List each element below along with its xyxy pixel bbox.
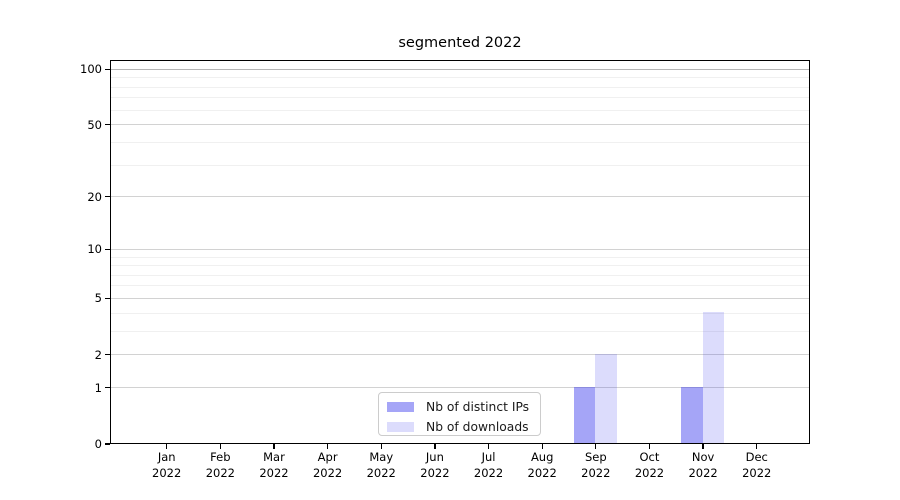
- legend-swatch-distinct-ips: [387, 401, 414, 413]
- bar-sep-downloads: [595, 353, 617, 443]
- x-tick-label-jul: Jul 2022: [457, 450, 521, 481]
- x-tick-aug: [541, 443, 543, 449]
- y-tick-label-50: 50: [87, 117, 102, 132]
- x-tick-oct: [648, 443, 651, 449]
- x-tick-month: Jul: [481, 450, 496, 464]
- x-tick-feb: [219, 443, 221, 449]
- y-tick-label-100: 100: [80, 62, 102, 77]
- gridline-y-2: [111, 354, 809, 356]
- x-tick-month: Dec: [745, 450, 768, 464]
- x-tick-month: Feb: [210, 450, 231, 464]
- x-tick-jul: [487, 443, 490, 449]
- x-tick-nov: [702, 443, 704, 449]
- y-tick-label-20: 20: [87, 189, 102, 204]
- x-tick-label-aug: Aug 2022: [510, 450, 574, 481]
- x-tick-dec: [756, 443, 758, 449]
- y-tick-2: [104, 354, 110, 356]
- gridline-y-20: [111, 196, 809, 198]
- y-tick-label-10: 10: [87, 242, 102, 257]
- x-tick-year: 2022: [581, 465, 611, 480]
- x-tick-label-apr: Apr 2022: [296, 450, 360, 481]
- bar-sep-distinct-ips: [573, 386, 596, 443]
- x-tick-label-dec: Dec 2022: [725, 450, 789, 481]
- y-tick-0: [104, 443, 110, 445]
- gridline-y-minor-9: [111, 256, 809, 258]
- legend-label-downloads: Nb of downloads: [426, 420, 529, 434]
- y-tick-label-1: 1: [94, 380, 102, 395]
- gridline-y-minor-40: [111, 141, 809, 143]
- gridline-y-minor-70: [111, 97, 809, 99]
- gridline-y-minor-6: [111, 285, 809, 287]
- gridline-y-minor-4: [111, 312, 809, 314]
- x-tick-apr: [326, 443, 329, 449]
- x-tick-mar: [273, 443, 275, 449]
- x-tick-year: 2022: [312, 465, 343, 480]
- x-tick-year: 2022: [152, 465, 182, 480]
- gridline-y-minor-90: [111, 77, 809, 79]
- gridline-y-minor-3: [111, 330, 809, 332]
- y-tick-label-0: 0: [94, 437, 102, 451]
- x-tick-jun: [434, 443, 436, 449]
- x-tick-year: 2022: [420, 465, 450, 480]
- x-tick-label-feb: Feb 2022: [188, 450, 252, 481]
- x-tick-year: 2022: [205, 465, 235, 480]
- gridline-y-minor-8: [111, 265, 809, 267]
- legend: Nb of distinct IPs Nb of downloads: [378, 392, 541, 436]
- x-tick-month: Jun: [425, 450, 444, 464]
- x-tick-month: May: [369, 450, 394, 464]
- x-tick-label-may: May 2022: [349, 450, 413, 481]
- gridline-y-minor-7: [111, 274, 809, 276]
- legend-item-distinct-ips: Nb of distinct IPs: [387, 398, 532, 416]
- x-tick-year: 2022: [742, 465, 772, 480]
- x-tick-month: Aug: [530, 450, 554, 464]
- y-tick-1: [104, 387, 110, 389]
- x-tick-label-sep: Sep 2022: [564, 450, 628, 481]
- x-tick-label-mar: Mar 2022: [242, 450, 306, 481]
- y-tick-label-5: 5: [94, 291, 102, 306]
- bar-nov-distinct-ips: [681, 386, 703, 443]
- x-tick-year: 2022: [634, 465, 665, 480]
- x-tick-label-jan: Jan 2022: [135, 450, 199, 481]
- x-tick-sep: [595, 443, 597, 449]
- x-tick-label-oct: Oct 2022: [617, 450, 681, 481]
- legend-label-distinct-ips: Nb of distinct IPs: [426, 400, 530, 414]
- x-tick-year: 2022: [473, 465, 504, 480]
- y-tick-20: [104, 196, 110, 198]
- x-tick-jan: [166, 443, 168, 449]
- plot-area: Nb of distinct IPs Nb of downloads: [110, 60, 810, 444]
- x-tick-label-jun: Jun 2022: [403, 450, 467, 481]
- x-tick-month: Sep: [584, 450, 607, 464]
- gridline-y-minor-30: [111, 164, 809, 166]
- gridline-y-100: [111, 68, 809, 70]
- gridline-y-minor-60: [111, 109, 809, 111]
- x-tick-year: 2022: [259, 465, 289, 480]
- y-tick-50: [104, 124, 110, 126]
- gridline-y-5: [111, 297, 809, 299]
- gridline-y-1: [111, 387, 809, 389]
- legend-swatch-downloads: [387, 421, 414, 433]
- chart-title: segmented 2022: [398, 35, 522, 51]
- x-tick-may: [380, 443, 382, 449]
- gridline-y-50: [111, 124, 809, 126]
- x-tick-month: Apr: [317, 450, 338, 464]
- x-tick-year: 2022: [688, 465, 718, 480]
- x-tick-month: Oct: [639, 450, 660, 464]
- x-tick-month: Nov: [691, 450, 715, 464]
- y-tick-label-2: 2: [94, 347, 102, 362]
- y-tick-5: [104, 297, 110, 300]
- x-tick-year: 2022: [527, 465, 557, 480]
- gridline-y-minor-80: [111, 86, 809, 88]
- x-tick-label-nov: Nov 2022: [671, 450, 735, 481]
- y-tick-100: [104, 68, 110, 70]
- gridline-y-10: [111, 248, 809, 250]
- y-tick-10: [104, 248, 110, 250]
- x-tick-month: Jan: [157, 450, 176, 464]
- x-tick-year: 2022: [366, 465, 396, 480]
- bar-nov-downloads: [702, 312, 725, 443]
- legend-item-downloads: Nb of downloads: [387, 418, 532, 436]
- x-tick-month: Mar: [263, 450, 285, 464]
